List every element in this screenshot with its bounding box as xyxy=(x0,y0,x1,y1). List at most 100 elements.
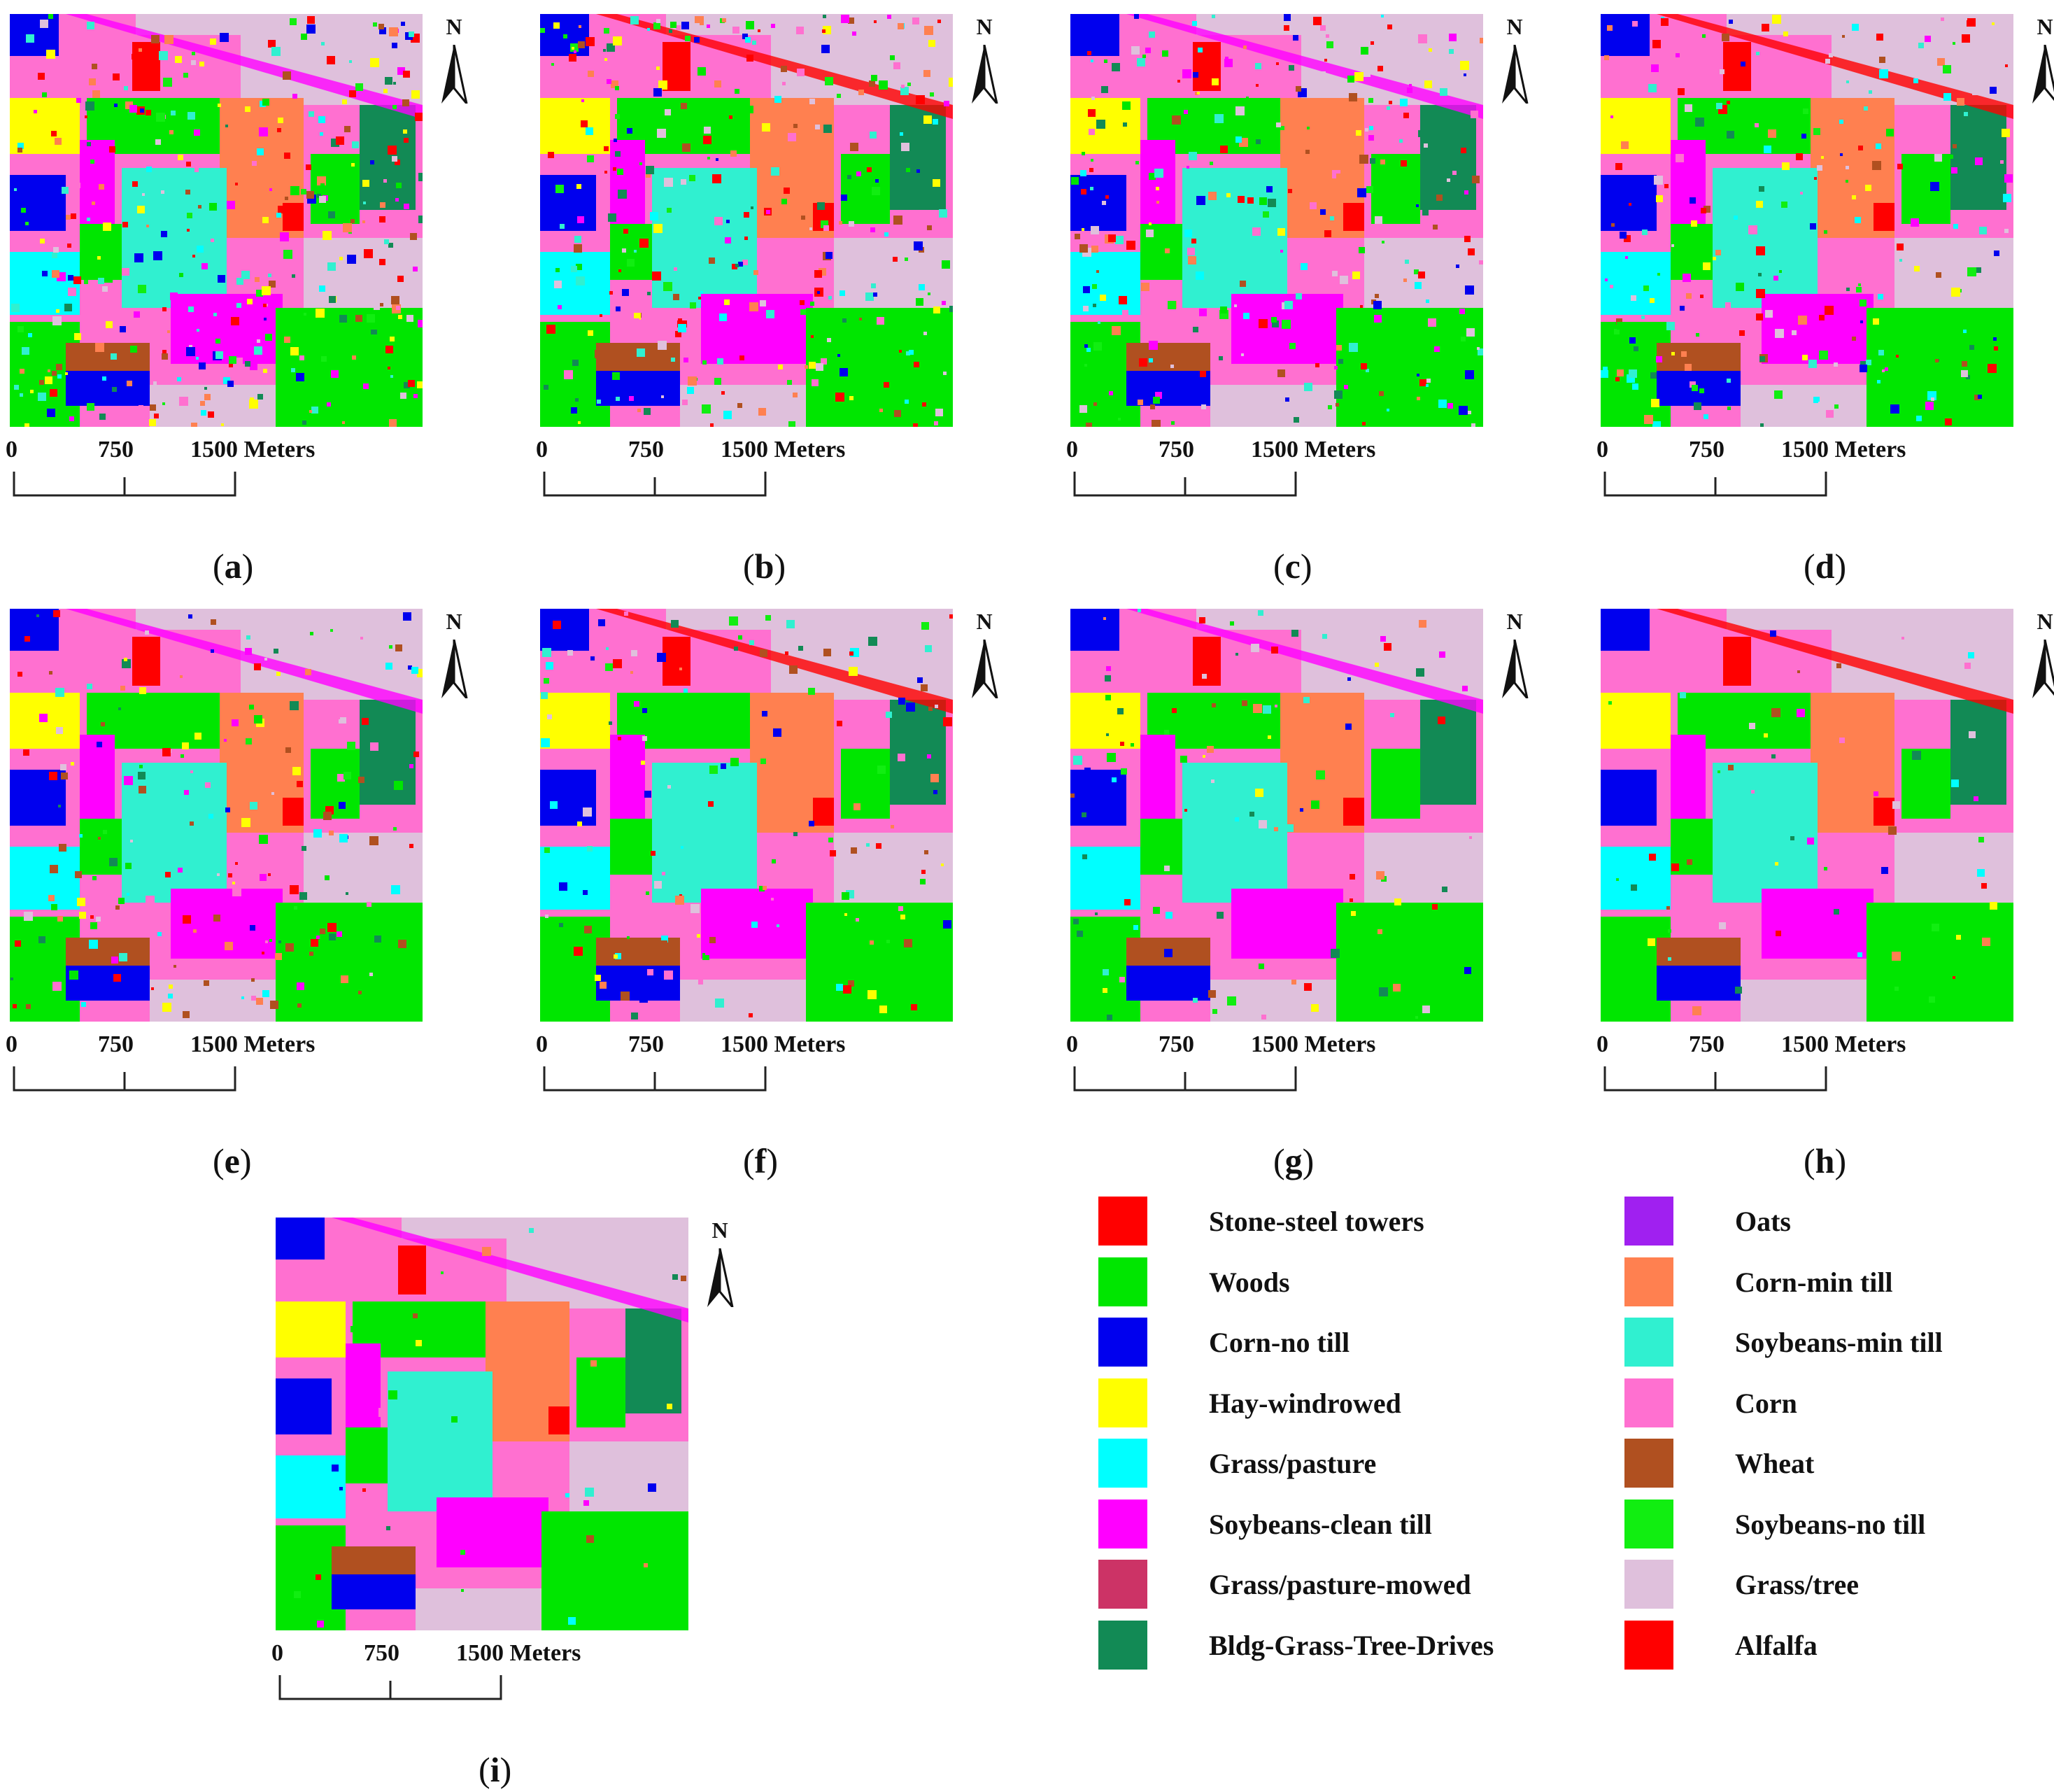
map-noise-pixel xyxy=(1978,395,1982,399)
map-noise-pixel xyxy=(661,936,668,943)
map-noise-pixel xyxy=(302,421,306,425)
map-field-alfalfa xyxy=(813,798,834,826)
scale-bar xyxy=(13,472,236,497)
map-noise-pixel xyxy=(1288,189,1292,193)
map-noise-pixel xyxy=(184,112,187,115)
map-noise-pixel xyxy=(1105,195,1109,199)
map-noise-pixel xyxy=(553,22,560,29)
map-field-soyMin xyxy=(1182,763,1287,903)
map-noise-pixel xyxy=(609,721,612,725)
map-noise-pixel xyxy=(941,984,947,989)
map-noise-pixel xyxy=(821,358,827,365)
map-noise-pixel xyxy=(1187,929,1192,934)
map-noise-pixel xyxy=(1077,931,1083,937)
map-noise-pixel xyxy=(329,296,336,303)
map-noise-pixel xyxy=(1415,1016,1418,1019)
map-noise-pixel xyxy=(604,171,607,174)
map-noise-pixel xyxy=(1207,746,1214,753)
map-noise-pixel xyxy=(92,90,100,98)
map-noise-pixel xyxy=(363,383,369,389)
map-noise-pixel xyxy=(1089,168,1093,172)
map-noise-pixel xyxy=(644,791,651,798)
map-noise-pixel xyxy=(1642,230,1648,235)
map-noise-pixel xyxy=(1782,162,1790,170)
map-noise-pixel xyxy=(1976,267,1981,273)
map-noise-pixel xyxy=(390,337,395,341)
map-noise-pixel xyxy=(285,943,294,952)
map-noise-pixel xyxy=(1153,397,1160,404)
map-noise-pixel xyxy=(138,285,146,293)
map-noise-pixel xyxy=(1212,15,1215,18)
map-noise-pixel xyxy=(714,217,723,225)
map-noise-pixel xyxy=(1103,617,1106,620)
map-noise-pixel xyxy=(749,1013,753,1017)
map-noise-pixel xyxy=(584,926,592,933)
scale-label-mid: 750 xyxy=(98,437,134,463)
north-label: N xyxy=(446,609,462,634)
map-noise-pixel xyxy=(1901,637,1904,640)
map-noise-pixel xyxy=(1320,209,1326,215)
map-noise-pixel xyxy=(179,397,188,406)
map-noise-pixel xyxy=(1781,202,1787,208)
legend-label: Soybeans-min till xyxy=(1735,1327,1943,1358)
map-field-wheat xyxy=(1657,343,1741,371)
map-noise-pixel xyxy=(111,957,118,964)
map-noise-pixel xyxy=(1866,360,1871,365)
map-noise-pixel xyxy=(1648,938,1655,946)
map-noise-pixel xyxy=(151,35,160,43)
map-noise-pixel xyxy=(395,160,400,165)
map-noise-pixel xyxy=(934,421,938,425)
map-noise-pixel xyxy=(277,128,281,132)
map-noise-pixel xyxy=(1171,421,1175,425)
map-noise-pixel xyxy=(942,260,950,269)
map-noise-pixel xyxy=(669,29,672,33)
map-noise-pixel xyxy=(156,113,165,122)
scale-label-mid: 750 xyxy=(1689,437,1724,463)
map-noise-pixel xyxy=(1702,34,1706,38)
scale-bar xyxy=(13,1066,236,1092)
map-noise-pixel xyxy=(118,898,125,904)
map-noise-pixel xyxy=(290,186,299,195)
map-noise-pixel xyxy=(723,411,732,419)
map-noise-pixel xyxy=(408,380,415,387)
map-noise-pixel xyxy=(781,199,787,204)
map-noise-pixel xyxy=(559,923,563,927)
map-field-tower xyxy=(132,42,160,91)
map-noise-pixel xyxy=(1856,287,1862,292)
map-noise-pixel xyxy=(1286,824,1294,832)
map-noise-pixel xyxy=(1289,343,1296,349)
map-noise-pixel xyxy=(411,90,420,99)
map-noise-pixel xyxy=(1201,404,1206,409)
map-noise-pixel xyxy=(690,302,696,309)
map-noise-pixel xyxy=(1307,127,1310,129)
map-noise-pixel xyxy=(187,337,190,340)
map-noise-pixel xyxy=(384,239,389,244)
map-noise-pixel xyxy=(893,62,900,69)
map-noise-pixel xyxy=(97,256,101,260)
map-noise-pixel xyxy=(278,940,281,943)
map-noise-pixel xyxy=(1779,270,1782,273)
map-noise-pixel xyxy=(1817,165,1822,171)
map-noise-pixel xyxy=(355,315,362,322)
map-noise-pixel xyxy=(109,146,115,153)
map-noise-pixel xyxy=(292,94,297,99)
map-field-woods xyxy=(576,1357,625,1427)
scale-label-end: 1500 Meters xyxy=(1781,437,1906,463)
map-noise-pixel xyxy=(1235,653,1238,656)
map-noise-pixel xyxy=(1685,364,1692,371)
map-field-grassTree xyxy=(1196,609,1308,630)
map-noise-pixel xyxy=(652,271,661,281)
map-noise-pixel xyxy=(933,179,940,187)
map-noise-pixel xyxy=(191,423,197,427)
map-noise-pixel xyxy=(1442,887,1447,892)
map-noise-pixel xyxy=(1284,14,1291,21)
map-noise-pixel xyxy=(579,25,581,28)
map-noise-pixel xyxy=(943,372,947,375)
map-noise-pixel xyxy=(822,29,826,33)
map-noise-pixel xyxy=(876,843,881,849)
scale-label-zero: 0 xyxy=(536,437,548,463)
map-noise-pixel xyxy=(263,369,267,373)
map-noise-pixel xyxy=(388,243,393,248)
map-field-grassTree xyxy=(1741,980,1867,1022)
map-noise-pixel xyxy=(122,659,131,668)
